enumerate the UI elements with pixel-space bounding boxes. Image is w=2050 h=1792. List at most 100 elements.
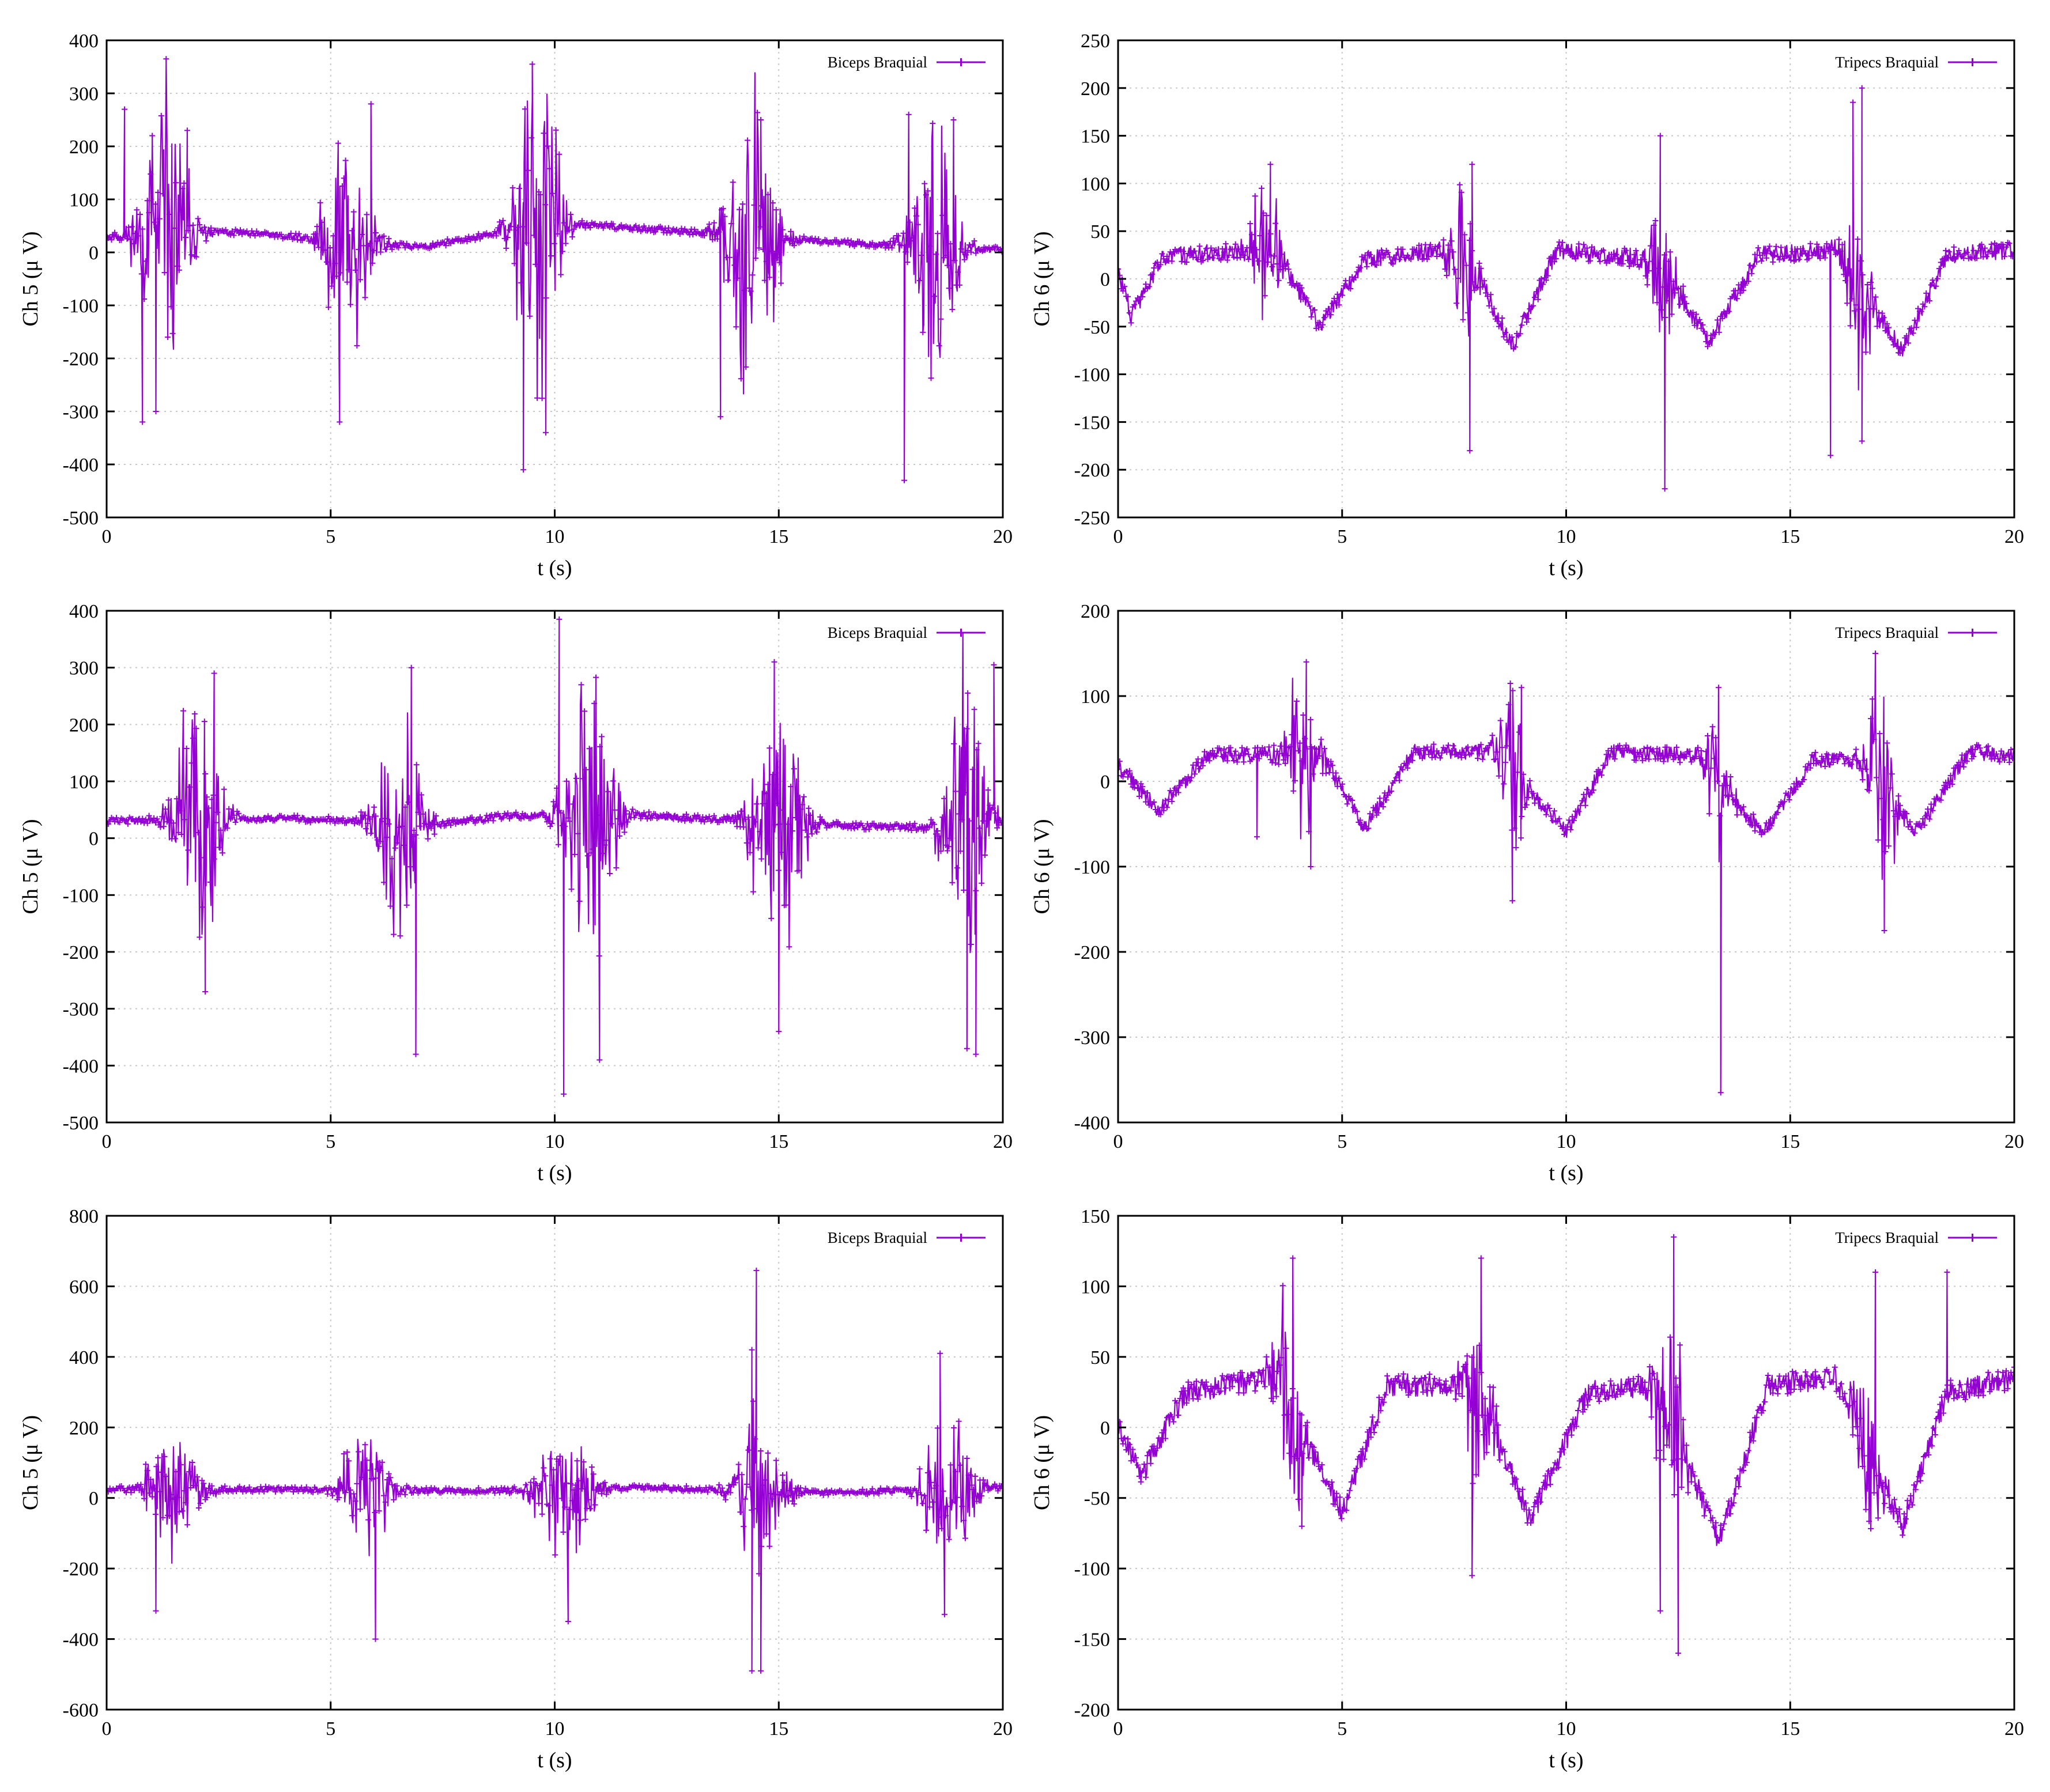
- x-tick-label: 10: [1557, 1131, 1576, 1152]
- x-tick-label: 20: [2004, 526, 2024, 547]
- x-tick-label: 15: [769, 1131, 788, 1152]
- y-axis-label: Ch 6 (μ V): [1030, 1415, 1054, 1510]
- y-tick-label: -100: [1074, 365, 1110, 386]
- y-tick-label: 100: [1081, 173, 1110, 195]
- y-tick-label: 200: [1081, 78, 1110, 100]
- y-tick-label: 400: [69, 601, 99, 622]
- chart-panel-4: Tripecs Braquial 0 5 10 15 20 -400 -300 -200 -100…: [1030, 601, 2024, 1185]
- x-tick-label: 0: [1113, 526, 1123, 547]
- legend-label: Tripecs Braquial: [1835, 54, 1939, 71]
- y-tick-label: -100: [63, 296, 99, 317]
- x-tick-label: 20: [2004, 1131, 2024, 1152]
- x-tick-label: 20: [993, 1131, 1013, 1152]
- series-markers: [107, 616, 1003, 1097]
- y-tick-label: 100: [1081, 1276, 1110, 1298]
- x-tick-label: 20: [993, 526, 1013, 547]
- legend-label: Tripecs Braquial: [1835, 624, 1939, 641]
- y-tick-label: 0: [89, 829, 99, 850]
- y-tick-label: 300: [69, 658, 99, 679]
- legend-marker: [957, 629, 965, 637]
- y-tick-label: -400: [1074, 1113, 1110, 1134]
- legend-label: Biceps Braquial: [828, 54, 927, 71]
- x-tick-label: 0: [102, 1131, 112, 1152]
- x-axis-label: t (s): [1549, 1161, 1583, 1185]
- y-tick-label: -50: [1084, 1488, 1110, 1510]
- chart-panel-1: Biceps Braquial 0 5 10 15 20 -500 -400 -300 -200 -…: [18, 31, 1013, 580]
- chart-panel-5: Biceps Braquial 0 5 10 15 20 -600 -400 -200 0 200 4…: [18, 1206, 1013, 1772]
- x-tick-label: 15: [769, 1718, 788, 1740]
- series-1: [1118, 651, 2014, 1096]
- legend-marker: [957, 58, 965, 66]
- y-tick-label: -150: [1074, 412, 1110, 433]
- y-tick-label: 200: [1081, 601, 1110, 622]
- chart-panel-3: Biceps Braquial 0 5 10 15 20 -500 -400 -300 -200 -…: [18, 601, 1013, 1185]
- x-tick-label: 10: [545, 1718, 565, 1740]
- plot-frame: [105, 610, 1004, 1124]
- y-tick-label: -200: [63, 349, 99, 370]
- x-tick-label: 5: [326, 1718, 335, 1740]
- y-tick-label: 0: [89, 1488, 99, 1510]
- y-tick-label: 150: [1081, 1206, 1110, 1227]
- y-tick-label: -200: [1074, 1700, 1110, 1721]
- y-tick-label: 100: [69, 190, 99, 211]
- legend-marker: [1968, 1234, 1977, 1242]
- y-tick-label: -100: [63, 885, 99, 906]
- x-tick-label: 0: [102, 526, 112, 547]
- x-tick-label: 15: [1780, 1718, 1800, 1740]
- x-tick-label: 0: [1113, 1718, 1123, 1740]
- x-tick-label: 10: [545, 526, 565, 547]
- x-tick-label: 15: [1780, 526, 1800, 547]
- x-tick-label: 5: [1337, 1131, 1347, 1152]
- series-markers: [107, 56, 1003, 483]
- x-tick-label: 5: [1337, 1718, 1347, 1740]
- y-tick-label: -300: [1074, 1027, 1110, 1049]
- y-tick-label: -50: [1084, 317, 1110, 338]
- y-tick-label: 100: [69, 772, 99, 793]
- series-markers: [1118, 651, 2014, 1096]
- series-1: [107, 56, 1003, 483]
- y-tick-label: -200: [1074, 942, 1110, 963]
- y-tick-label: 400: [69, 31, 99, 52]
- series-markers: [1118, 85, 2014, 492]
- legend-marker: [1968, 629, 1977, 637]
- legend-label: Biceps Braquial: [828, 1229, 927, 1246]
- x-tick-label: 15: [1780, 1131, 1800, 1152]
- y-tick-label: -200: [63, 1559, 99, 1580]
- y-tick-label: 0: [89, 243, 99, 264]
- y-tick-label: 0: [1100, 269, 1110, 290]
- y-tick-label: 100: [1081, 686, 1110, 708]
- legend-marker: [1968, 58, 1977, 66]
- x-tick-label: 0: [1113, 1131, 1123, 1152]
- y-tick-label: -400: [63, 455, 99, 476]
- plot-frame: [1117, 1215, 2015, 1711]
- plot-frame: [105, 1215, 1004, 1711]
- x-axis-label: t (s): [1549, 1748, 1583, 1772]
- y-tick-label: -200: [63, 942, 99, 963]
- y-tick-label: 250: [1081, 31, 1110, 52]
- series-line: [107, 618, 1003, 1095]
- series-1: [107, 616, 1003, 1097]
- series-markers: [1118, 1234, 2014, 1657]
- x-tick-label: 10: [545, 1131, 565, 1152]
- y-tick-label: 600: [69, 1276, 99, 1298]
- series-1: [1118, 85, 2014, 492]
- y-axis-label: Ch 5 (μ V): [18, 1415, 43, 1510]
- y-tick-label: 50: [1090, 1347, 1110, 1368]
- y-tick-label: 800: [69, 1206, 99, 1227]
- series-markers: [107, 1267, 1003, 1674]
- y-tick-label: -100: [1074, 857, 1110, 878]
- y-tick-label: -300: [63, 999, 99, 1020]
- legend-label: Tripecs Braquial: [1835, 1229, 1939, 1246]
- y-tick-label: -500: [63, 1113, 99, 1134]
- x-tick-label: 15: [769, 526, 788, 547]
- y-tick-label: 400: [69, 1347, 99, 1368]
- x-axis-label: t (s): [1549, 556, 1583, 580]
- y-tick-label: -500: [63, 508, 99, 529]
- x-axis-label: t (s): [537, 1161, 572, 1185]
- y-tick-label: 200: [69, 1417, 99, 1439]
- x-tick-label: 0: [102, 1718, 112, 1740]
- y-tick-label: 50: [1090, 221, 1110, 243]
- y-tick-label: -250: [1074, 508, 1110, 529]
- x-tick-label: 20: [993, 1718, 1013, 1740]
- series-1: [1118, 1234, 2014, 1657]
